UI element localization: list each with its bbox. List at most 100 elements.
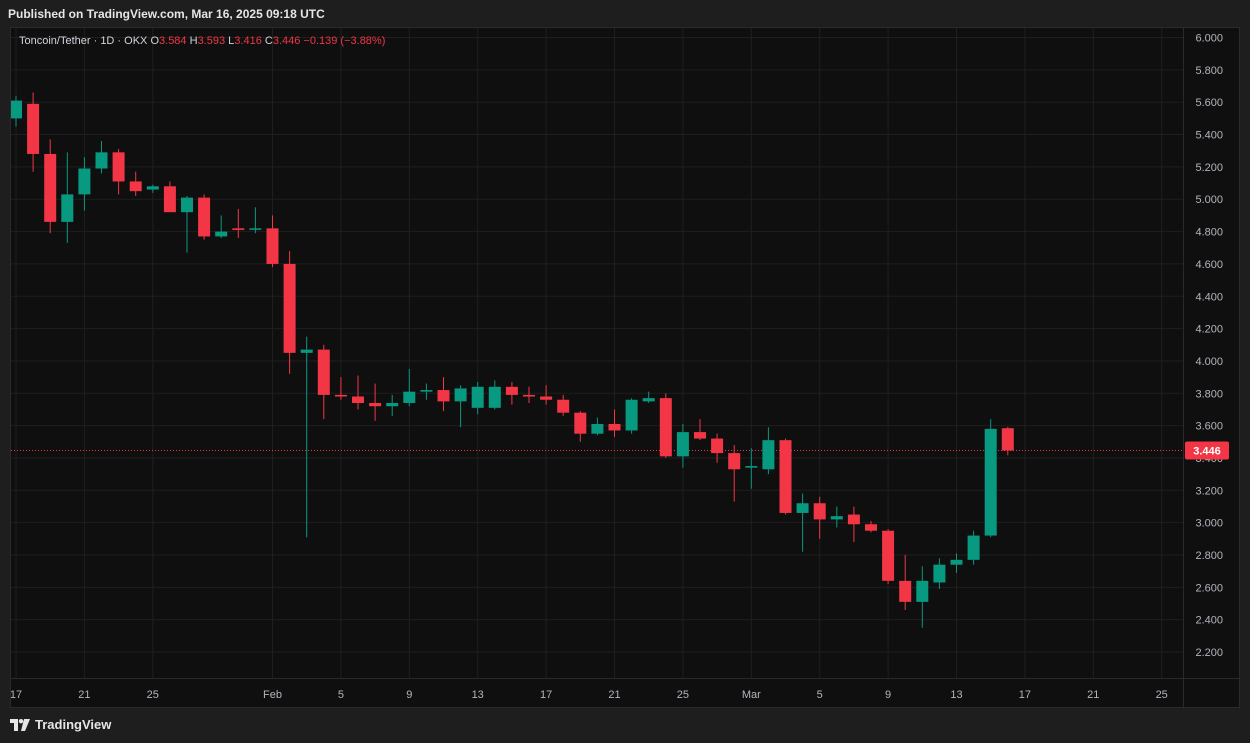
candle-body [950, 559, 963, 565]
candle-down [505, 381, 518, 405]
candle-body [574, 412, 587, 434]
price-axis: 2.2002.4002.6002.8003.0003.2003.4003.600… [1183, 28, 1223, 707]
candle-body [232, 228, 245, 230]
candle-down [728, 445, 741, 502]
chart-pane[interactable]: 2.2002.4002.6002.8003.0003.2003.4003.600… [10, 27, 1240, 708]
time-axis: 17 21 25 Feb 5 9 13 17 21 25 Mar 5 9 13 17 21 25 [11, 678, 1239, 701]
candle-body [779, 440, 792, 513]
candle-body [625, 399, 638, 431]
candle-body [27, 103, 40, 154]
y-tick-label: 4.200 [1195, 324, 1223, 336]
candle-up [11, 95, 22, 127]
candle-body [420, 390, 433, 392]
footer-brand[interactable]: TradingView [9, 717, 111, 732]
candle-body [847, 514, 860, 525]
candle-body [728, 453, 741, 470]
y-tick-label: 2.800 [1195, 550, 1223, 562]
candle-down [574, 411, 587, 442]
candle-down [557, 394, 570, 416]
candle-body [659, 398, 672, 457]
candle-down [813, 496, 826, 539]
candle-down [198, 194, 211, 240]
candle-down [232, 208, 245, 239]
y-tick-label: 5.200 [1195, 162, 1223, 174]
candle-down [523, 386, 535, 403]
y-tick-label: 4.000 [1195, 356, 1223, 368]
candle-body [608, 424, 621, 431]
candle-down [369, 383, 382, 421]
high-value: 3.593 [197, 35, 226, 47]
candle-up [967, 530, 980, 565]
candle-down [334, 377, 347, 400]
x-tick-label: 5 [817, 689, 823, 701]
candle-body [471, 386, 484, 408]
candle-down [865, 521, 877, 533]
y-tick-label: 5.800 [1195, 65, 1223, 77]
candle-body [557, 399, 570, 413]
candle-up [676, 424, 689, 468]
candle-up [642, 391, 655, 403]
candle-body [488, 386, 501, 408]
candle-up [61, 152, 74, 243]
candle-up [95, 141, 108, 174]
candle-body [984, 428, 997, 536]
last-price-tag-bg [1185, 441, 1229, 460]
candle-down [882, 529, 895, 585]
candle-body [813, 503, 826, 520]
candle-down [779, 438, 792, 515]
x-tick-label: 17 [540, 689, 552, 701]
x-tick-label: Feb [263, 689, 282, 701]
last-price-tag: 3.446 [1185, 441, 1229, 460]
candle-body [95, 152, 108, 169]
candle-up [471, 381, 484, 415]
x-tick-label: 13 [472, 689, 484, 701]
candle-up [933, 558, 946, 589]
y-tick-label: 5.000 [1195, 194, 1223, 206]
candle-down [608, 409, 621, 437]
candle-up [984, 419, 997, 538]
candle-up [796, 493, 809, 552]
candles [11, 92, 1014, 628]
grid-lines [11, 28, 1183, 678]
candle-down [27, 92, 40, 172]
x-tick-label: 9 [406, 689, 412, 701]
candle-body [44, 153, 57, 222]
candle-down [112, 149, 125, 195]
candle-body [369, 402, 382, 407]
candle-up [78, 157, 91, 211]
last-price-tag-label: 3.446 [1193, 446, 1221, 458]
candle-down [694, 419, 706, 441]
y-tick-label: 4.800 [1195, 227, 1223, 239]
y-tick-label: 5.600 [1195, 97, 1223, 109]
candle-up [181, 196, 193, 253]
low-label: L [228, 35, 235, 47]
candle-up [591, 417, 604, 436]
candle-body [694, 432, 706, 439]
candle-down [352, 375, 364, 410]
y-tick-label: 3.200 [1195, 485, 1223, 497]
y-tick-label: 5.400 [1195, 130, 1223, 142]
candle-body [745, 466, 758, 468]
x-tick-label: 25 [147, 689, 159, 701]
candle-up [300, 336, 313, 538]
candle-body [129, 181, 142, 192]
candle-body [61, 194, 74, 222]
candle-body [642, 398, 655, 402]
candle-body [523, 394, 535, 397]
candle-body [198, 197, 211, 237]
candlestick-chart[interactable]: 2.2002.4002.6002.8003.0003.2003.4003.600… [11, 28, 1239, 707]
candle-body [676, 432, 689, 457]
candle-body [1001, 428, 1014, 451]
high-label: H [189, 35, 198, 47]
x-tick-label: 9 [885, 689, 891, 701]
candle-up [830, 506, 843, 528]
candle-up [420, 383, 433, 400]
candle-body [78, 168, 91, 195]
candle-body [352, 396, 364, 403]
y-tick-label: 4.400 [1195, 291, 1223, 303]
candle-body [146, 186, 159, 190]
candle-up [403, 369, 416, 407]
close-label: C [264, 35, 273, 47]
candle-body [300, 349, 313, 353]
candle-body [830, 516, 843, 520]
